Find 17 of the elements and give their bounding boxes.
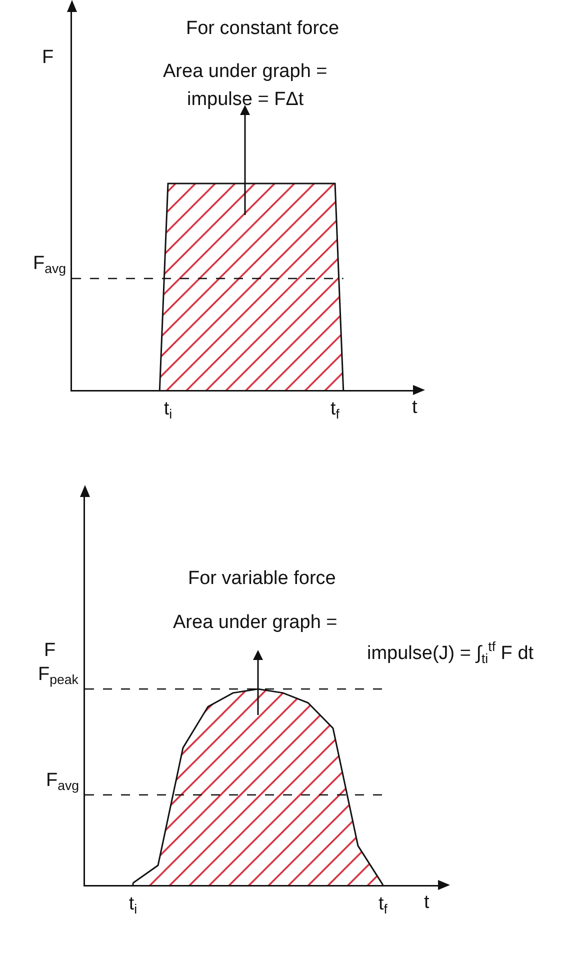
ref-line-label: F$_{peak}$	[38, 664, 79, 687]
y-axis-title: F	[44, 640, 56, 661]
x-axis-title: t	[424, 892, 430, 913]
chart-title: For variable force	[188, 568, 336, 589]
chart-title: For constant force	[186, 18, 340, 39]
text: impulse(J) = ∫$_{ti}$$^{tf}$ F dt	[367, 639, 534, 666]
text: impulse = FΔt	[187, 89, 304, 110]
x-tick-label: t$_{i}$	[128, 893, 138, 916]
ref-line-label: F$_{avg}$	[33, 253, 66, 276]
y-axis-title: F	[42, 47, 54, 68]
x-tick-label: t$_{f}$	[378, 893, 388, 916]
x-tick-label: t$_{i}$	[164, 398, 172, 422]
text: Area under graph =	[163, 61, 328, 82]
x-tick-label: t$_{f}$	[330, 398, 340, 422]
text: Area under graph =	[173, 612, 338, 633]
x-axis-title: t	[412, 397, 418, 418]
ref-line-label: F$_{avg}$	[46, 770, 80, 793]
